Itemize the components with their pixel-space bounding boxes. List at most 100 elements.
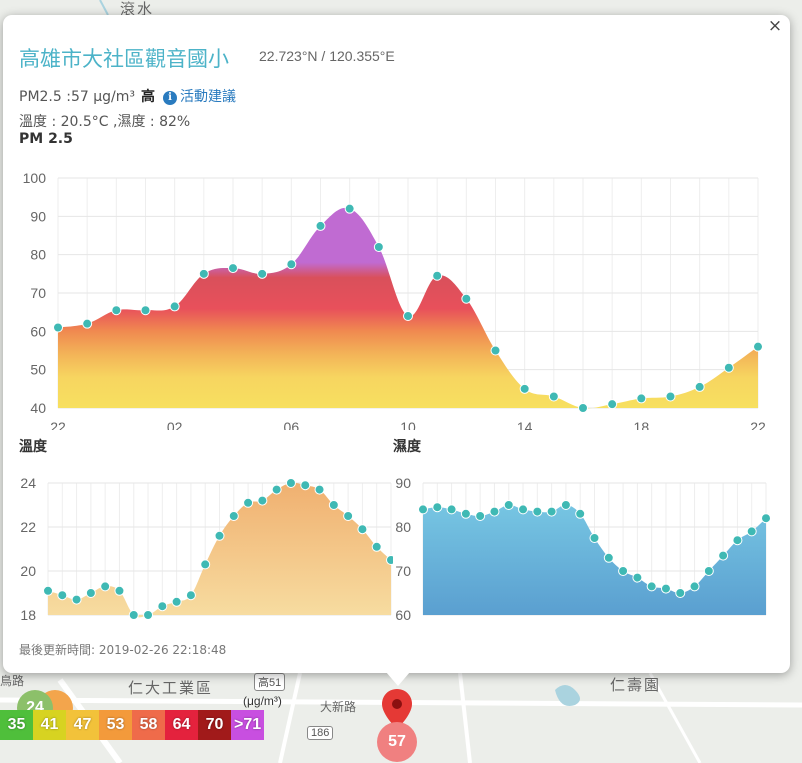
station-title: 高雄市大社區觀音國小: [19, 47, 229, 71]
data-point[interactable]: [344, 203, 355, 214]
legend-cell: 35: [0, 710, 33, 740]
data-point[interactable]: [343, 511, 354, 521]
data-point[interactable]: [198, 268, 209, 279]
data-point[interactable]: [607, 399, 618, 410]
data-point[interactable]: [646, 581, 657, 592]
data-point[interactable]: [432, 502, 443, 513]
data-point[interactable]: [185, 590, 196, 601]
data-point[interactable]: [519, 383, 530, 394]
data-point[interactable]: [53, 322, 63, 333]
y-tick-label: 40: [30, 400, 46, 416]
data-point[interactable]: [490, 345, 501, 356]
data-point[interactable]: [675, 588, 686, 598]
y-tick-label: 20: [20, 563, 36, 579]
data-point[interactable]: [257, 495, 268, 506]
pm25-chart-title: PM 2.5: [19, 131, 73, 147]
data-point[interactable]: [371, 541, 382, 552]
data-point[interactable]: [546, 506, 557, 517]
data-point[interactable]: [300, 480, 311, 491]
data-point[interactable]: [446, 504, 457, 515]
data-point[interactable]: [660, 583, 671, 594]
data-point[interactable]: [373, 242, 384, 252]
data-point[interactable]: [589, 533, 600, 543]
data-point[interactable]: [461, 293, 472, 304]
map-pin-icon[interactable]: [380, 688, 414, 730]
data-point[interactable]: [718, 550, 729, 561]
data-point[interactable]: [503, 500, 514, 510]
data-point[interactable]: [200, 559, 211, 570]
y-tick-label: 60: [30, 323, 46, 339]
data-point[interactable]: [100, 581, 111, 592]
data-point[interactable]: [475, 511, 486, 521]
data-point[interactable]: [140, 305, 151, 316]
data-point[interactable]: [57, 590, 68, 601]
data-point[interactable]: [632, 572, 643, 583]
station-value-badge[interactable]: 57: [377, 722, 417, 762]
data-point[interactable]: [618, 566, 629, 576]
data-point[interactable]: [169, 301, 180, 312]
data-point[interactable]: [636, 393, 647, 404]
data-point[interactable]: [257, 268, 268, 279]
y-tick-label: 80: [30, 247, 46, 263]
y-tick-label: 70: [395, 563, 411, 579]
data-point[interactable]: [357, 524, 368, 535]
data-point[interactable]: [328, 500, 339, 510]
map-label-district: 仁大工業區: [128, 679, 214, 697]
legend-cell: 58: [132, 710, 165, 740]
data-point[interactable]: [575, 508, 586, 519]
data-point[interactable]: [732, 535, 743, 546]
info-icon: i: [162, 91, 177, 105]
data-point[interactable]: [214, 530, 225, 541]
data-point[interactable]: [286, 259, 297, 270]
legend-cell: >71: [231, 710, 265, 740]
legend-cell: 64: [165, 710, 198, 740]
data-point[interactable]: [85, 588, 96, 598]
data-point[interactable]: [694, 381, 705, 392]
data-point[interactable]: [143, 610, 154, 620]
data-point[interactable]: [314, 484, 325, 495]
data-point[interactable]: [746, 526, 757, 537]
data-point[interactable]: [432, 270, 443, 281]
data-point[interactable]: [518, 504, 529, 515]
data-point[interactable]: [418, 504, 428, 515]
data-point[interactable]: [157, 601, 168, 612]
close-icon[interactable]: ×: [767, 16, 783, 36]
data-point[interactable]: [128, 610, 139, 620]
data-point[interactable]: [243, 497, 254, 508]
data-point[interactable]: [578, 403, 588, 413]
data-point[interactable]: [43, 585, 53, 596]
data-point[interactable]: [532, 506, 543, 517]
advice-link[interactable]: i 活動建議: [162, 89, 236, 105]
data-point[interactable]: [171, 596, 182, 607]
data-point[interactable]: [603, 552, 614, 563]
data-point[interactable]: [753, 341, 763, 352]
weather-summary: 溫度 : 20.5°C ,濕度 : 82%: [19, 114, 191, 130]
data-point[interactable]: [703, 566, 714, 576]
data-point[interactable]: [460, 508, 471, 519]
series-area: [48, 482, 391, 618]
data-point[interactable]: [689, 581, 700, 592]
data-point[interactable]: [548, 391, 559, 402]
data-point[interactable]: [114, 585, 125, 596]
series-area: [423, 504, 766, 615]
data-point[interactable]: [723, 362, 734, 373]
data-point[interactable]: [315, 220, 326, 231]
data-point[interactable]: [665, 391, 676, 402]
data-point[interactable]: [386, 555, 394, 565]
data-point[interactable]: [228, 511, 239, 521]
data-point[interactable]: [111, 305, 122, 316]
data-point[interactable]: [489, 506, 500, 517]
data-point[interactable]: [761, 513, 771, 524]
data-point[interactable]: [560, 500, 571, 510]
data-point[interactable]: [271, 484, 282, 495]
road-shield-2: 186: [307, 726, 334, 740]
data-point[interactable]: [403, 311, 413, 321]
data-point[interactable]: [71, 594, 82, 605]
temperature-chart: 18 20 22 24: [20, 475, 394, 623]
y-tick-label: 70: [30, 285, 46, 301]
map-label-road: 大新路: [320, 700, 357, 714]
data-point[interactable]: [285, 478, 296, 488]
data-point[interactable]: [82, 318, 93, 329]
data-point[interactable]: [228, 263, 238, 274]
station-popup: × 高雄市大社區觀音國小 22.723°N / 120.355°E PM2.5 …: [3, 15, 790, 673]
